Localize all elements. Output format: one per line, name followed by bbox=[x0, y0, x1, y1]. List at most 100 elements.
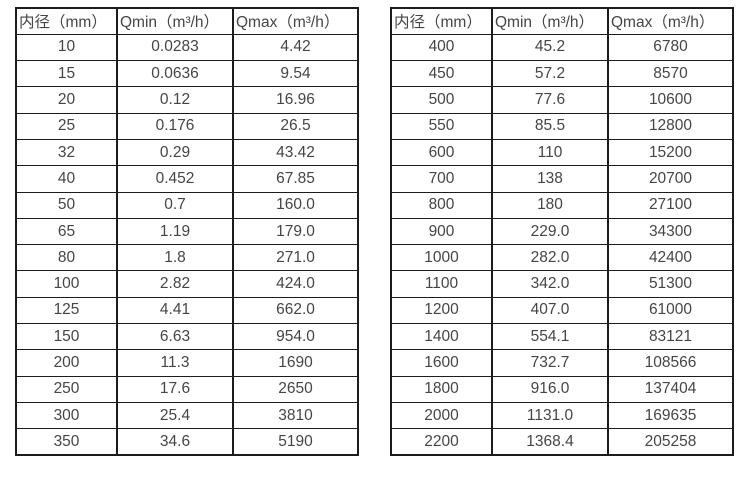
table-row: 80 1.8 271.0 bbox=[15, 244, 359, 272]
qmax-cell: 10600 bbox=[607, 86, 734, 114]
qmin-cell: 25.4 bbox=[116, 401, 234, 430]
qmax-cell: 3810 bbox=[232, 401, 359, 430]
diameter-cell: 800 bbox=[390, 191, 493, 219]
qmin-cell: 180 bbox=[491, 191, 609, 219]
qmin-cell: 1.19 bbox=[116, 217, 234, 246]
qmin-cell: 0.12 bbox=[116, 86, 234, 114]
table-row: 150 6.63 954.0 bbox=[15, 323, 359, 351]
table-row: 300 25.4 3810 bbox=[15, 401, 359, 430]
qmax-cell: 108566 bbox=[607, 349, 734, 377]
qmax-cell: 169635 bbox=[607, 401, 734, 430]
qmax-cell: 43.42 bbox=[232, 138, 359, 167]
qmax-cell: 4.42 bbox=[232, 33, 359, 62]
diameter-cell: 350 bbox=[15, 428, 118, 456]
table-row: 200 11.3 1690 bbox=[15, 349, 359, 377]
qmin-cell: 4.41 bbox=[116, 296, 234, 325]
table-row: 1400 554.1 83121 bbox=[390, 323, 734, 351]
table-row: 125 4.41 662.0 bbox=[15, 296, 359, 325]
qmin-cell: 916.0 bbox=[491, 375, 609, 403]
column-header-diameter: 内径（mm） bbox=[390, 7, 493, 35]
diameter-cell: 1400 bbox=[390, 323, 493, 351]
table-row: 1000 282.0 42400 bbox=[390, 244, 734, 272]
table-row: 400 45.2 6780 bbox=[390, 33, 734, 62]
table-row: 450 57.2 8570 bbox=[390, 60, 734, 88]
diameter-cell: 550 bbox=[390, 112, 493, 140]
diameter-cell: 700 bbox=[390, 165, 493, 193]
table-row: 350 34.6 5190 bbox=[15, 428, 359, 456]
qmin-cell: 6.63 bbox=[116, 323, 234, 351]
diameter-cell: 20 bbox=[15, 86, 118, 114]
qmin-cell: 282.0 bbox=[491, 244, 609, 272]
qmin-cell: 554.1 bbox=[491, 323, 609, 351]
diameter-cell: 900 bbox=[390, 217, 493, 246]
header-row: 内径（mm） Qmin（m³/h） Qmax（m³/h） bbox=[15, 7, 359, 35]
diameter-cell: 150 bbox=[15, 323, 118, 351]
table-row: 600 110 15200 bbox=[390, 138, 734, 167]
qmin-cell: 0.452 bbox=[116, 165, 234, 193]
table-row: 1800 916.0 137404 bbox=[390, 375, 734, 403]
qmax-cell: 6780 bbox=[607, 33, 734, 62]
qmin-cell: 110 bbox=[491, 138, 609, 167]
qmin-cell: 1131.0 bbox=[491, 401, 609, 430]
diameter-cell: 125 bbox=[15, 296, 118, 325]
qmax-cell: 51300 bbox=[607, 270, 734, 298]
qmin-cell: 0.176 bbox=[116, 112, 234, 140]
diameter-cell: 2200 bbox=[390, 428, 493, 456]
qmax-cell: 42400 bbox=[607, 244, 734, 272]
qmax-cell: 1690 bbox=[232, 349, 359, 377]
table-row: 1100 342.0 51300 bbox=[390, 270, 734, 298]
table-row: 2000 1131.0 169635 bbox=[390, 401, 734, 430]
diameter-cell: 10 bbox=[15, 33, 118, 62]
qmin-cell: 45.2 bbox=[491, 33, 609, 62]
diameter-cell: 2000 bbox=[390, 401, 493, 430]
qmax-cell: 954.0 bbox=[232, 323, 359, 351]
diameter-cell: 15 bbox=[15, 60, 118, 88]
diameter-cell: 50 bbox=[15, 191, 118, 219]
qmin-cell: 407.0 bbox=[491, 296, 609, 325]
diameter-cell: 1800 bbox=[390, 375, 493, 403]
qmin-cell: 0.7 bbox=[116, 191, 234, 219]
qmax-cell: 179.0 bbox=[232, 217, 359, 246]
diameter-cell: 40 bbox=[15, 165, 118, 193]
qmin-cell: 34.6 bbox=[116, 428, 234, 456]
qmax-cell: 205258 bbox=[607, 428, 734, 456]
diameter-cell: 250 bbox=[15, 375, 118, 403]
flow-spec-table-large-diameters: 内径（mm） Qmin（m³/h） Qmax（m³/h） 400 45.2 6780… bbox=[390, 7, 734, 457]
qmax-cell: 83121 bbox=[607, 323, 734, 351]
qmin-cell: 1.8 bbox=[116, 244, 234, 272]
qmax-cell: 12800 bbox=[607, 112, 734, 140]
column-header-qmax: Qmax（m³/h） bbox=[607, 7, 734, 35]
diameter-cell: 80 bbox=[15, 244, 118, 272]
diameter-cell: 600 bbox=[390, 138, 493, 167]
diameter-cell: 300 bbox=[15, 401, 118, 430]
qmin-cell: 732.7 bbox=[491, 349, 609, 377]
table-row: 550 85.5 12800 bbox=[390, 112, 734, 140]
qmax-cell: 8570 bbox=[607, 60, 734, 88]
table-row: 65 1.19 179.0 bbox=[15, 217, 359, 246]
diameter-cell: 450 bbox=[390, 60, 493, 88]
column-header-diameter: 内径（mm） bbox=[15, 7, 118, 35]
table-row: 2200 1368.4 205258 bbox=[390, 428, 734, 456]
qmin-cell: 1368.4 bbox=[491, 428, 609, 456]
qmin-cell: 11.3 bbox=[116, 349, 234, 377]
table-row: 20 0.12 16.96 bbox=[15, 86, 359, 114]
qmax-cell: 15200 bbox=[607, 138, 734, 167]
qmax-cell: 27100 bbox=[607, 191, 734, 219]
qmax-cell: 20700 bbox=[607, 165, 734, 193]
table-row: 250 17.6 2650 bbox=[15, 375, 359, 403]
qmax-cell: 9.54 bbox=[232, 60, 359, 88]
table-row: 50 0.7 160.0 bbox=[15, 191, 359, 219]
header-row: 内径（mm） Qmin（m³/h） Qmax（m³/h） bbox=[390, 7, 734, 35]
diameter-cell: 25 bbox=[15, 112, 118, 140]
table-row: 15 0.0636 9.54 bbox=[15, 60, 359, 88]
diameter-cell: 100 bbox=[15, 270, 118, 298]
qmax-cell: 26.5 bbox=[232, 112, 359, 140]
diameter-cell: 1600 bbox=[390, 349, 493, 377]
table-row: 800 180 27100 bbox=[390, 191, 734, 219]
diameter-cell: 400 bbox=[390, 33, 493, 62]
table-row: 1600 732.7 108566 bbox=[390, 349, 734, 377]
qmax-cell: 61000 bbox=[607, 296, 734, 325]
qmin-cell: 57.2 bbox=[491, 60, 609, 88]
table-row: 1200 407.0 61000 bbox=[390, 296, 734, 325]
qmin-cell: 77.6 bbox=[491, 86, 609, 114]
